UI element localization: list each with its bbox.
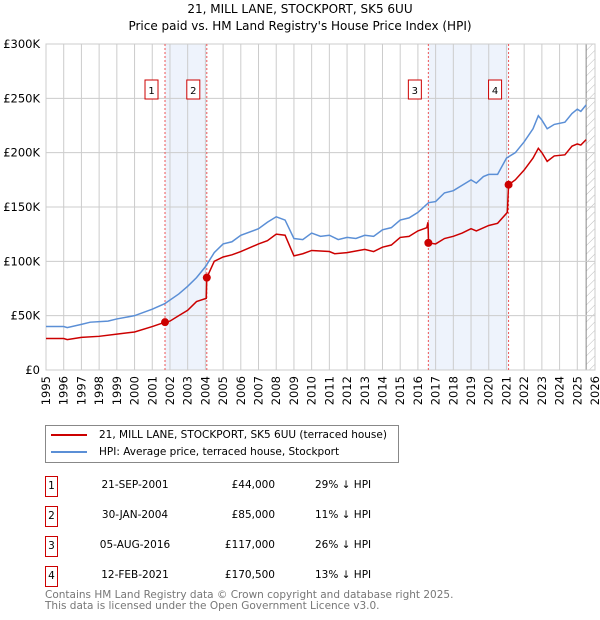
y-tick-label: £100K [3, 254, 40, 268]
x-tick-label: 2001 [145, 376, 159, 405]
x-tick-label: 2023 [535, 376, 549, 405]
x-tick-label: 1998 [92, 376, 106, 405]
plot-frame [45, 43, 596, 371]
blue-line-swatch [51, 450, 87, 453]
x-tick-label: 2006 [234, 376, 248, 405]
x-tick-label: 2024 [553, 376, 567, 405]
price-chart: 21, MILL LANE, STOCKPORT, SK5 6UU Price … [3, 2, 600, 405]
x-tick-label: 2022 [517, 376, 531, 405]
x-tick-label: 1997 [74, 376, 88, 405]
x-tick-label: 2016 [411, 376, 425, 405]
x-tick-label: 2010 [305, 376, 319, 405]
sale-number-badge: 3 [45, 536, 58, 557]
sale-point [424, 238, 433, 247]
sale-marker-box [186, 79, 201, 100]
sale-hpi-diff: 13% ↓ HPI [315, 569, 372, 581]
sale-date: 21-SEP-2001 [101, 479, 169, 491]
sale-price: £170,500 [224, 569, 275, 581]
sale-marker-box [144, 79, 159, 100]
x-tick-label: 2007 [252, 376, 266, 405]
sale-number-badge: 1 [45, 476, 58, 497]
sale-number-badge: 2 [45, 506, 58, 527]
sale-point [161, 318, 170, 327]
y-tick-label: £250K [3, 91, 40, 105]
sale-point [202, 273, 211, 282]
sale-price: £44,000 [231, 479, 275, 491]
x-tick-label: 2012 [340, 376, 354, 405]
x-tick-label: 1999 [110, 376, 124, 405]
footer-line-2: This data is licensed under the Open Gov… [45, 600, 380, 612]
sale-number-badge: 4 [45, 566, 58, 587]
x-tick-label: 2025 [570, 376, 584, 405]
x-tick-label: 2004 [198, 376, 212, 405]
sale-marker-box [407, 79, 422, 100]
sale-price: £117,000 [224, 539, 275, 551]
sale-hpi-diff: 29% ↓ HPI [315, 479, 372, 491]
legend-item-hpi: HPI: Average price, terraced house, Stoc… [46, 443, 398, 460]
sale-date: 05-AUG-2016 [99, 539, 171, 551]
chart-subtitle: Price paid vs. HM Land Registry's House … [128, 19, 471, 33]
x-tick-label: 2005 [216, 376, 230, 405]
x-tick-label: 2015 [393, 376, 407, 405]
chart-title: 21, MILL LANE, STOCKPORT, SK5 6UU [187, 2, 412, 16]
x-tick-label: 2003 [181, 376, 195, 405]
x-tick-label: 2026 [588, 376, 600, 405]
y-tick-label: £300K [3, 37, 40, 51]
sale-price: £85,000 [231, 509, 275, 521]
legend-label: HPI: Average price, terraced house, Stoc… [99, 445, 340, 458]
sale-marker-label: 1 [148, 86, 154, 97]
x-tick-label: 2017 [429, 376, 443, 405]
sale-date: 30-JAN-2004 [101, 509, 169, 521]
x-tick-label: 2018 [446, 376, 460, 405]
legend: 21, MILL LANE, STOCKPORT, SK5 6UU (terra… [45, 425, 399, 463]
sale-marker-label: 4 [492, 86, 498, 97]
x-tick-label: 1996 [57, 376, 71, 405]
y-tick-label: £200K [3, 146, 40, 160]
footer-line-1: Contains HM Land Registry data © Crown c… [45, 589, 454, 601]
x-tick-label: 2014 [375, 376, 389, 405]
x-tick-label: 2011 [322, 376, 336, 405]
footer: Contains HM Land Registry data © Crown c… [45, 590, 453, 612]
y-tick-label: £150K [3, 200, 40, 214]
y-tick-label: £50K [11, 309, 41, 323]
sale-date: 12-FEB-2021 [101, 569, 169, 581]
property-price-line [46, 139, 587, 341]
sale-marker-box [488, 79, 503, 100]
red-line-swatch [51, 433, 87, 436]
hpi-line [46, 104, 587, 329]
x-tick-label: 1995 [39, 376, 53, 405]
x-tick-label: 2000 [128, 376, 142, 405]
x-tick-label: 2013 [358, 376, 372, 405]
x-tick-label: 2008 [269, 376, 283, 405]
legend-item-property: 21, MILL LANE, STOCKPORT, SK5 6UU (terra… [46, 426, 398, 443]
x-tick-label: 2021 [499, 376, 513, 405]
legend-label: 21, MILL LANE, STOCKPORT, SK5 6UU (terra… [99, 428, 387, 441]
sale-hpi-diff: 26% ↓ HPI [315, 539, 372, 551]
x-tick-label: 2002 [163, 376, 177, 405]
sale-point [504, 180, 513, 189]
x-tick-label: 2019 [464, 376, 478, 405]
x-tick-label: 2020 [482, 376, 496, 405]
sale-hpi-diff: 11% ↓ HPI [315, 509, 372, 521]
y-tick-label: £0 [25, 363, 40, 377]
sale-marker-label: 3 [412, 86, 418, 97]
sale-marker-label: 2 [190, 86, 196, 97]
x-tick-label: 2009 [287, 376, 301, 405]
